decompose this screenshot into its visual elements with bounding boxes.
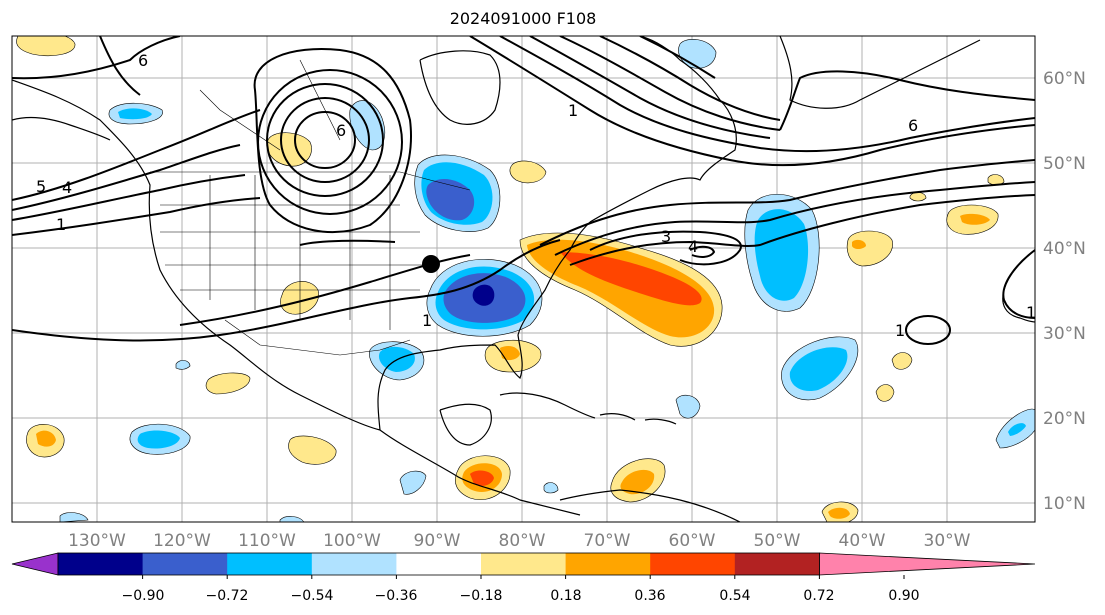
positive-anomaly-gulf-maine [509,160,547,184]
contour-label: 6 [138,51,148,70]
colorbar-segment [227,553,313,575]
contour-label: 3 [661,227,671,246]
colorbar-segment [142,553,228,575]
colorbar-tick-label: −0.72 [206,588,249,604]
colorbar-tick-label: −0.36 [375,588,418,604]
positive-anomaly-atlantic-6 [909,192,927,202]
negative-anomaly-atlantic-mid [754,209,809,301]
map-border [11,35,1036,523]
coastlines [12,36,1035,522]
positive-anomaly-pacific-2 [205,372,251,395]
lon-label: 40°W [839,531,886,551]
latitude-labels: 60°N 50°N 40°N 30°N 20°N 10°N [1043,69,1086,514]
colorbar-segment [650,553,736,575]
lon-label: 110°W [238,531,296,551]
lon-label: 30°W [924,531,971,551]
contour-label: 1 [56,215,66,234]
lon-label: 50°W [754,531,801,551]
contour-label: 1 [568,101,578,120]
negative-anomaly-southeast-extreme [472,284,495,306]
colorbar-tick-label: −0.90 [122,588,165,604]
positive-anomaly-pacific-3 [288,435,337,465]
contour-label: 1 [895,321,905,340]
lon-label: 70°W [584,531,631,551]
lon-label: 80°W [499,531,546,551]
positive-anomaly-atlantic-5 [875,384,895,402]
positive-anomaly-atlantic-1 [846,230,893,267]
contour-label: 1 [1026,303,1036,322]
positive-anomaly-east-coast-strong [560,252,702,306]
colorbar-extend-max [819,552,1036,576]
lon-label: 60°W [669,531,716,551]
political-borders [150,59,471,356]
negative-anomaly-pacific-south [399,470,427,495]
colorbar-tick-label: −0.18 [460,588,503,604]
lat-label: 30°N [1043,324,1086,344]
colorbar-tick-label: 0.18 [550,588,581,604]
contour-label: 5 [36,177,46,196]
lat-label: 40°N [1043,239,1086,259]
colorbar-segment [58,553,144,575]
positive-anomaly-atlantic-4 [891,352,913,370]
lat-label: 50°N [1043,154,1086,174]
contour-label: 6 [908,116,918,135]
lon-label: 90°W [414,531,461,551]
lon-label: 130°W [68,531,126,551]
colorbar-frame [57,552,820,576]
positive-anomaly-canada [266,132,312,167]
contour-label: 1 [422,311,432,330]
colorbar-segment [396,553,482,575]
positive-anomaly-top-left [16,36,76,56]
colorbar-segment [311,553,397,575]
positive-anomaly-pacific-4 [280,281,319,315]
location-marker-dot [422,255,440,273]
colorbar-tick-labels: −0.90 −0.72 −0.54 −0.36 −0.18 0.18 0.36 … [122,588,920,604]
colorbar-tick-label: 0.54 [719,588,750,604]
colorbar [11,552,1036,579]
colorbar-tick-label: 0.72 [803,588,834,604]
contour-label: 6 [336,121,346,140]
colorbar-segment [481,553,567,575]
lat-label: 20°N [1043,409,1086,429]
contour-label: 4 [688,237,698,256]
map-title: 2024091000 F108 [449,9,597,28]
lat-label: 10°N [1043,494,1086,514]
colorbar-tick-label: −0.54 [291,588,334,604]
colorbar-tick-label: 0.90 [888,588,919,604]
contour-labels: 6 5 4 1 1 3 6 4 1 6 1 1 [36,51,1036,340]
longitude-labels: 130°W 120°W 110°W 100°W 90°W 80°W 70°W 6… [68,531,971,551]
colorbar-segment [565,553,651,575]
positive-anomaly-atlantic-7 [987,174,1005,186]
colorbar-extend-min [11,552,59,576]
negative-anomaly-subtropical-mid [789,347,848,392]
colorbar-tick-label: 0.36 [634,588,665,604]
lon-label: 120°W [153,531,211,551]
negative-anomaly-great-lakes-strong [426,178,475,221]
negative-anomaly-caribbean [675,394,701,419]
contour-label: 4 [62,178,72,197]
lon-label: 100°W [323,531,381,551]
colorbar-segment [734,553,820,575]
lat-label: 60°N [1043,69,1086,89]
